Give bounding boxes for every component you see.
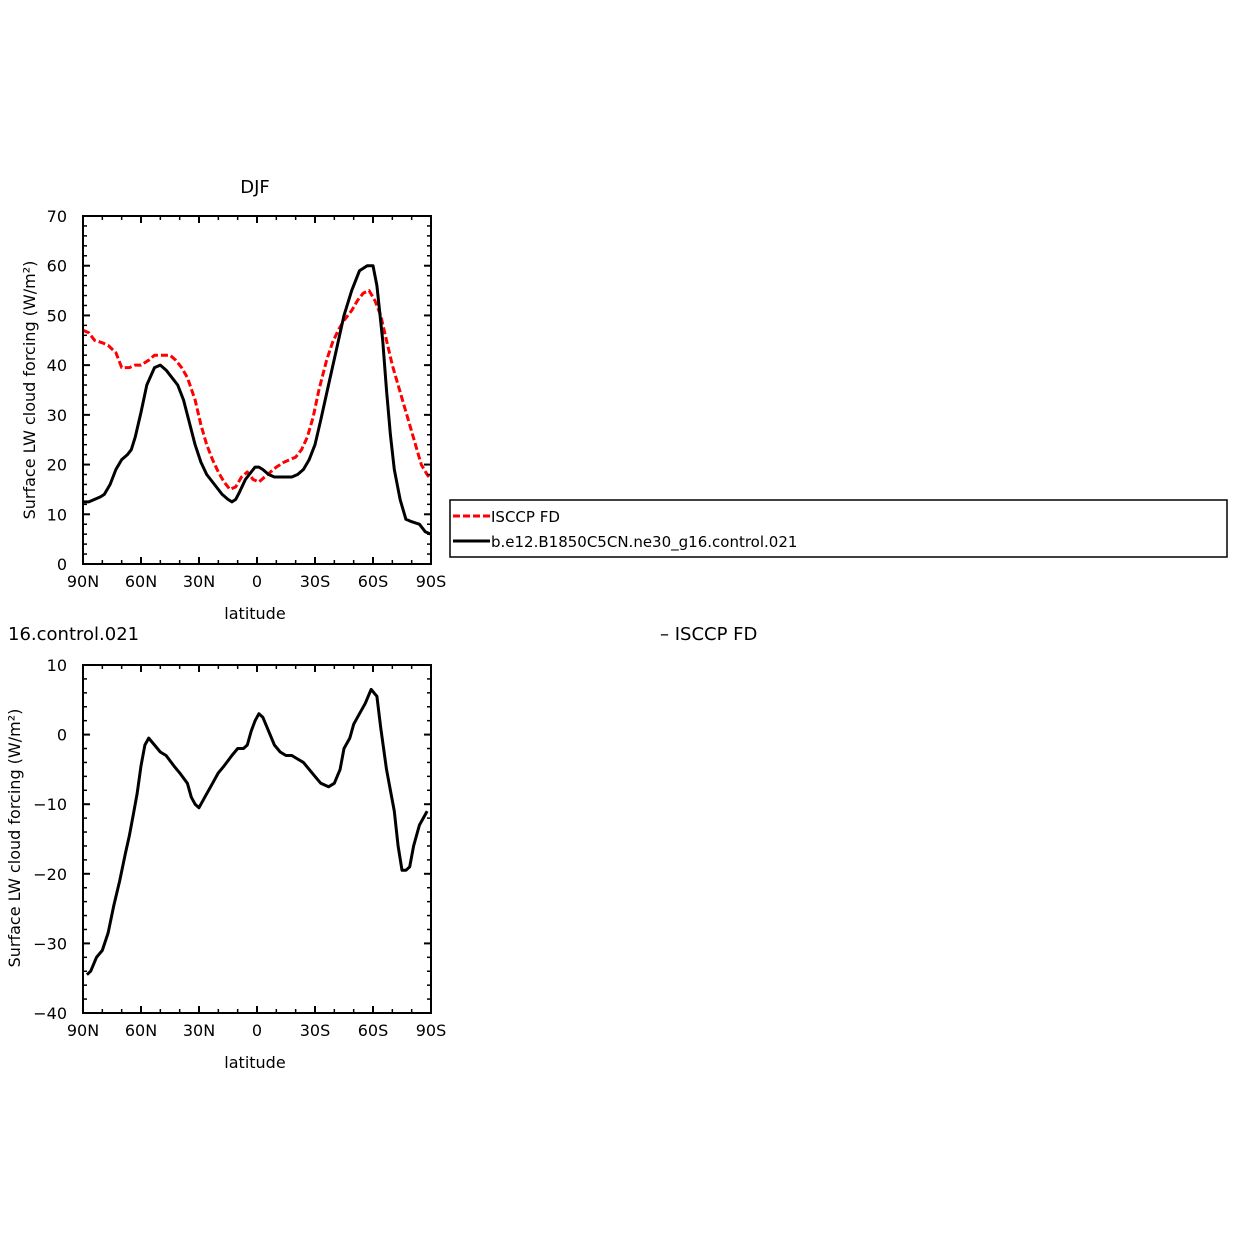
x-tick-label: 30N <box>183 572 215 591</box>
y-tick-label: 0 <box>57 555 67 574</box>
y-axis-label: Surface LW cloud forcing (W/m²) <box>5 709 24 968</box>
x-tick-label: 90S <box>416 1021 447 1040</box>
x-axis-label: latitude <box>224 1053 285 1072</box>
x-tick-label: 60N <box>125 572 157 591</box>
x-tick-label: 90S <box>416 572 447 591</box>
legend-label-observation: ISCCP FD <box>491 508 560 526</box>
x-tick-label: 30N <box>183 1021 215 1040</box>
y-tick-label: 20 <box>47 456 67 475</box>
difference-title-right: – ISCCP FD <box>660 624 757 645</box>
x-axis-label: latitude <box>224 604 285 623</box>
y-tick-label: −30 <box>33 934 67 953</box>
y-tick-label: 50 <box>47 306 67 325</box>
x-tick-label: 90N <box>67 1021 99 1040</box>
y-tick-label: −20 <box>33 865 67 884</box>
y-axis-label: Surface LW cloud forcing (W/m²) <box>20 261 39 520</box>
legend-label-model: b.e12.B1850C5CN.ne30_g16.control.021 <box>491 533 797 552</box>
y-tick-label: 10 <box>47 505 67 524</box>
difference-title-left: 16.control.021 <box>8 624 139 645</box>
series-line-observation <box>82 289 433 491</box>
legend-box <box>449 499 1228 558</box>
y-tick-label: 60 <box>47 257 67 276</box>
x-tick-label: 30S <box>300 572 331 591</box>
top-plot-area: 90N 60N 30N 0 30S 60S 90S 0 10 20 30 40 50 60 70 <box>47 207 447 591</box>
y-tick-label: 10 <box>47 656 67 675</box>
y-tick-label: −10 <box>33 795 67 814</box>
x-tick-label: 90N <box>67 572 99 591</box>
x-tick-label: 60S <box>358 572 389 591</box>
chart-title: DJF <box>240 177 270 198</box>
y-tick-label: 0 <box>57 726 67 745</box>
x-tick-label: 0 <box>252 1021 262 1040</box>
y-tick-label: 30 <box>47 406 67 425</box>
x-tick-label: 60S <box>358 1021 389 1040</box>
x-tick-label: 60N <box>125 1021 157 1040</box>
x-tick-label: 0 <box>252 572 262 591</box>
y-tick-label: −40 <box>33 1004 67 1023</box>
series-line-model <box>85 687 429 976</box>
series-line-model <box>83 264 432 536</box>
x-tick-label: 30S <box>300 1021 331 1040</box>
y-tick-label: 40 <box>47 356 67 375</box>
bottom-plot-area: 90N 60N 30N 0 30S 60S 90S −40 −30 −20 −10 0 10 <box>33 656 446 1040</box>
legend: ISCCP FD b.e12.B1850C5CN.ne30_g16.contro… <box>449 499 1228 558</box>
y-tick-label: 70 <box>47 207 67 226</box>
